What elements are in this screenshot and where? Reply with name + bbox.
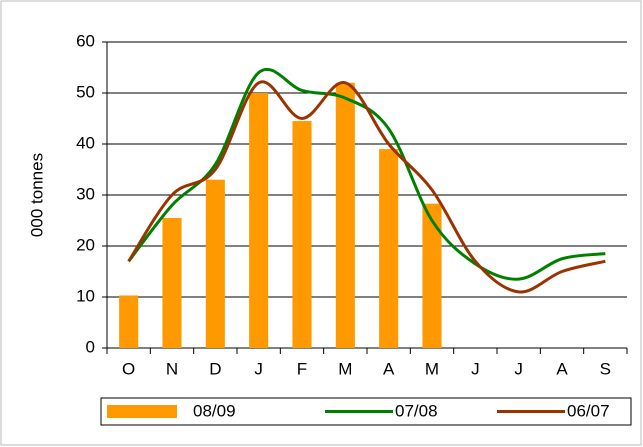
- x-tick-label: A: [383, 359, 395, 378]
- y-tick-label: 20: [76, 235, 95, 254]
- x-tick-label: J: [471, 359, 480, 378]
- bar: [335, 82, 355, 349]
- y-tick-label: 30: [76, 184, 95, 203]
- x-tick-label: O: [122, 359, 135, 378]
- bar: [292, 121, 312, 348]
- x-tick-label: F: [297, 359, 307, 378]
- legend-swatch: [107, 405, 177, 418]
- x-tick-label: D: [209, 359, 221, 378]
- y-tick-label: 0: [86, 337, 95, 356]
- x-tick-label: A: [556, 359, 568, 378]
- legend-label: 07/08: [395, 401, 438, 420]
- x-tick-label: J: [254, 359, 263, 378]
- y-axis-title: 000 tonnes: [27, 153, 46, 237]
- bar: [119, 295, 139, 348]
- legend-label: 08/09: [193, 401, 236, 420]
- x-tick-label: M: [425, 359, 439, 378]
- x-tick-label: M: [338, 359, 352, 378]
- y-tick-label: 60: [76, 31, 95, 50]
- bar: [249, 93, 269, 348]
- x-tick-label: J: [514, 359, 523, 378]
- y-tick-label: 10: [76, 286, 95, 305]
- bar: [379, 149, 399, 348]
- line: [127, 80, 606, 294]
- bar: [162, 217, 182, 348]
- y-tick-label: 50: [76, 82, 95, 101]
- x-tick-label: S: [600, 359, 611, 378]
- legend-label: 06/07: [567, 401, 610, 420]
- bar: [422, 203, 442, 348]
- y-tick-label: 40: [76, 133, 95, 152]
- bar: [205, 179, 225, 348]
- x-tick-label: N: [166, 359, 178, 378]
